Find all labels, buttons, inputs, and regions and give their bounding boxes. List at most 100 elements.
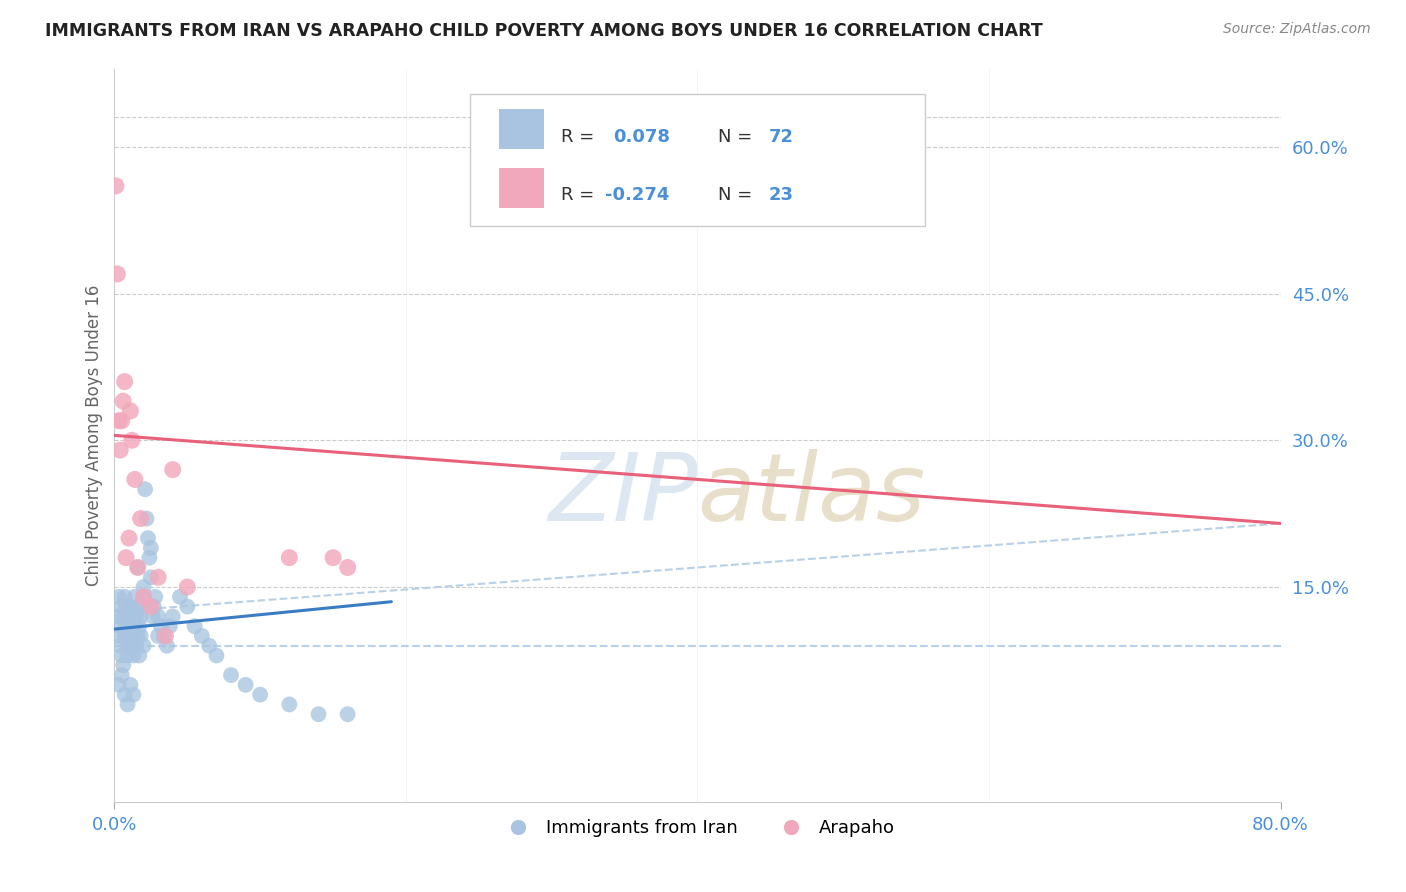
Point — [121, 639, 143, 653]
Point — [129, 629, 152, 643]
Point — [112, 394, 135, 409]
Point — [153, 629, 176, 643]
Point — [336, 560, 359, 574]
Point — [110, 639, 132, 653]
Point — [132, 590, 155, 604]
Point — [132, 639, 155, 653]
Point — [176, 580, 198, 594]
Point — [162, 609, 184, 624]
Point — [110, 619, 132, 633]
Point — [159, 619, 181, 633]
Text: -0.274: -0.274 — [606, 186, 669, 204]
Point — [146, 609, 169, 624]
Point — [107, 629, 129, 643]
Point — [336, 707, 359, 722]
FancyBboxPatch shape — [470, 95, 925, 227]
Text: R =: R = — [561, 186, 595, 204]
Point — [122, 629, 145, 643]
Point — [104, 178, 127, 193]
Point — [150, 619, 173, 633]
Point — [115, 619, 138, 633]
Point — [191, 629, 214, 643]
Point — [322, 550, 344, 565]
Point — [122, 688, 145, 702]
Point — [107, 590, 129, 604]
Point — [117, 639, 139, 653]
Point — [105, 267, 128, 281]
Point — [107, 678, 129, 692]
Point — [110, 443, 132, 458]
Point — [132, 580, 155, 594]
Point — [120, 619, 142, 633]
Text: Source: ZipAtlas.com: Source: ZipAtlas.com — [1223, 22, 1371, 37]
Point — [114, 688, 136, 702]
Point — [235, 678, 257, 692]
Point — [169, 590, 191, 604]
Point — [162, 462, 184, 476]
Point — [176, 599, 198, 614]
Bar — [499, 168, 544, 208]
Point — [122, 648, 145, 663]
Y-axis label: Child Poverty Among Boys Under 16: Child Poverty Among Boys Under 16 — [86, 285, 103, 586]
Point — [278, 550, 301, 565]
Point — [134, 482, 156, 496]
Point — [117, 698, 139, 712]
Point — [156, 639, 179, 653]
Point — [114, 375, 136, 389]
Point — [124, 619, 146, 633]
Point — [127, 599, 149, 614]
Point — [249, 688, 271, 702]
Point — [127, 629, 149, 643]
Point — [105, 609, 128, 624]
Text: ZIP: ZIP — [548, 449, 697, 540]
Point — [124, 590, 146, 604]
Point — [132, 590, 155, 604]
Point — [278, 698, 301, 712]
Point — [121, 434, 143, 448]
Point — [139, 570, 162, 584]
Point — [112, 658, 135, 673]
Point — [141, 609, 163, 624]
Point — [118, 609, 141, 624]
Point — [107, 414, 129, 428]
Bar — [499, 109, 544, 149]
Point — [205, 648, 228, 663]
Point — [219, 668, 242, 682]
Point — [129, 609, 152, 624]
Point — [125, 639, 148, 653]
Point — [127, 560, 149, 574]
Point — [308, 707, 330, 722]
Point — [115, 599, 138, 614]
Point — [142, 599, 165, 614]
Point — [120, 404, 142, 418]
Legend: Immigrants from Iran, Arapaho: Immigrants from Iran, Arapaho — [494, 812, 901, 845]
Point — [120, 678, 142, 692]
Point — [111, 414, 134, 428]
Point — [111, 668, 134, 682]
Text: 0.078: 0.078 — [613, 128, 671, 145]
Text: R =: R = — [561, 128, 595, 145]
Point — [112, 609, 135, 624]
Point — [128, 648, 150, 663]
Point — [135, 511, 157, 525]
Point — [155, 629, 177, 643]
Point — [114, 629, 136, 643]
Point — [139, 599, 162, 614]
Point — [143, 590, 166, 604]
Point — [127, 560, 149, 574]
Point — [198, 639, 221, 653]
Point — [128, 619, 150, 633]
Text: 72: 72 — [769, 128, 793, 145]
Point — [124, 472, 146, 486]
Point — [138, 550, 160, 565]
Point — [115, 550, 138, 565]
Point — [131, 599, 153, 614]
Point — [111, 599, 134, 614]
Point — [121, 609, 143, 624]
Point — [146, 629, 169, 643]
Text: N =: N = — [718, 186, 752, 204]
Point — [117, 648, 139, 663]
Point — [146, 570, 169, 584]
Point — [118, 629, 141, 643]
Point — [111, 648, 134, 663]
